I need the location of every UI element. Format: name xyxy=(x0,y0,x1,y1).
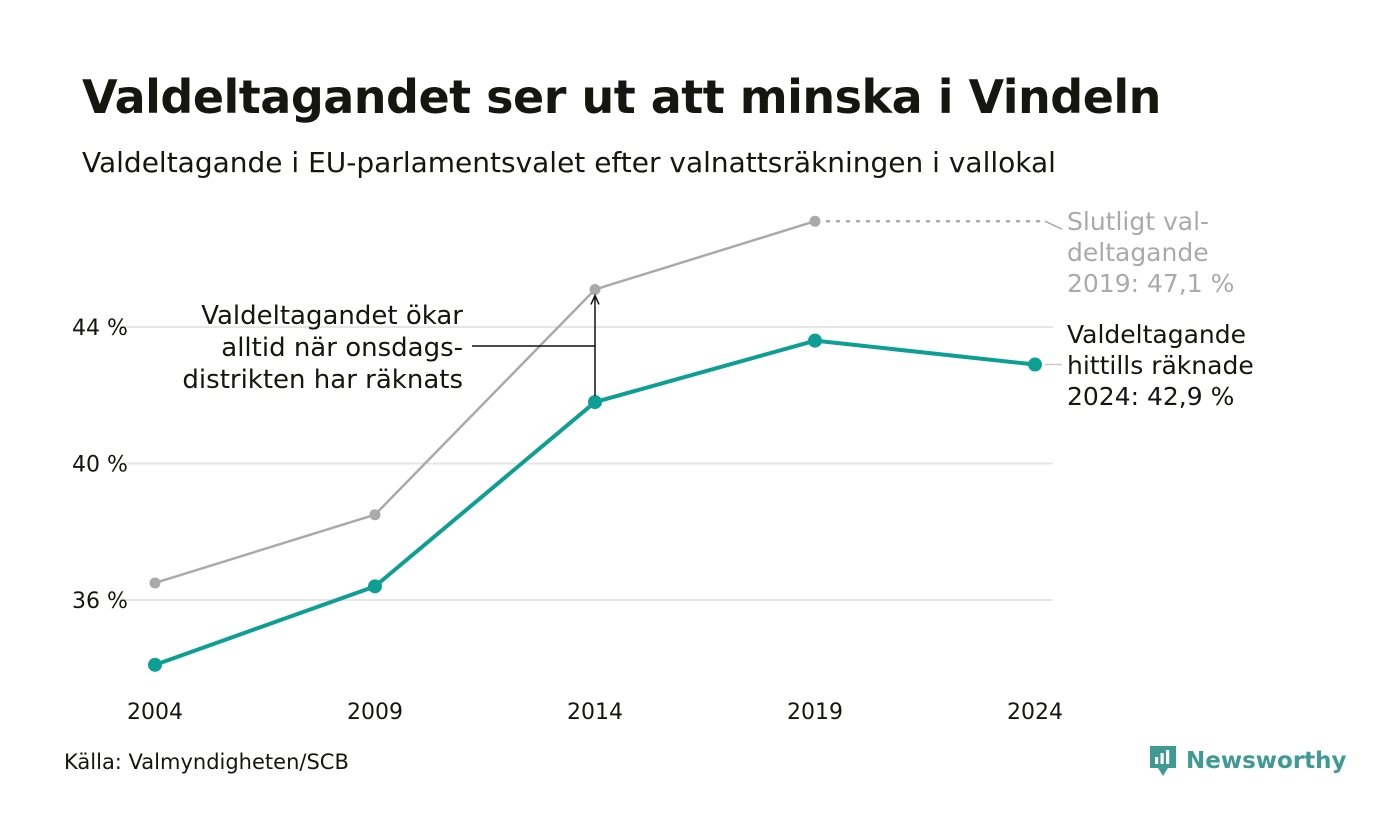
increase-note: Valdeltagandet ökar xyxy=(201,301,463,331)
grid-lines xyxy=(120,326,1053,601)
y-tick-label: 40 % xyxy=(72,453,128,478)
data-point-final xyxy=(809,215,821,227)
brand-name: Newsworthy xyxy=(1186,748,1347,774)
data-point-final xyxy=(369,509,381,521)
final-turnout-label: Slutligt val- xyxy=(1067,207,1209,236)
newsworthy-chart-icon xyxy=(1150,746,1176,776)
data-point-counted xyxy=(588,395,602,410)
line-chart: 36 % 40 % 44 % 2004 2009 2014 2019 2024 Slutlig… xyxy=(72,207,1254,725)
data-point-counted xyxy=(148,657,162,672)
final-turnout-label: deltagande xyxy=(1067,238,1209,267)
counted-turnout-label: Valdeltagande xyxy=(1067,320,1246,349)
chart-subtitle: Valdeltagande i EU-parlamentsvalet efter… xyxy=(82,146,1056,179)
leader-tick xyxy=(1044,220,1063,230)
chart-title: Valdeltagandet ser ut att minska i Vinde… xyxy=(82,70,1161,124)
x-tick-label: 2009 xyxy=(347,700,403,725)
series-line-final xyxy=(154,220,816,585)
source-note: Källa: Valmyndigheten/SCB xyxy=(64,750,349,774)
counted-turnout-label: hittills räknade xyxy=(1067,351,1254,380)
final-turnout-label: 2019: 47,1 % xyxy=(1067,269,1234,298)
x-tick-label: 2004 xyxy=(127,700,183,725)
data-point-final xyxy=(149,577,161,589)
x-tick-label: 2024 xyxy=(1007,700,1063,725)
increase-note: alltid när onsdags- xyxy=(221,333,463,363)
axis-labels: 36 % 40 % 44 % 2004 2009 2014 2019 2024 xyxy=(72,316,1063,725)
data-point-counted xyxy=(1028,357,1042,372)
data-point-counted xyxy=(808,333,822,348)
increase-arrowhead xyxy=(590,293,600,305)
data-point-final xyxy=(589,283,601,295)
data-point-counted xyxy=(368,579,382,594)
y-tick-label: 44 % xyxy=(72,316,128,341)
counted-turnout-label: 2024: 42,9 % xyxy=(1067,382,1234,411)
increase-note: distrikten har räknats xyxy=(182,365,463,395)
series xyxy=(148,215,1042,672)
x-tick-label: 2014 xyxy=(567,700,623,725)
x-tick-label: 2019 xyxy=(787,700,843,725)
brand-logo: Newsworthy xyxy=(1148,744,1347,778)
y-tick-label: 36 % xyxy=(72,589,128,614)
